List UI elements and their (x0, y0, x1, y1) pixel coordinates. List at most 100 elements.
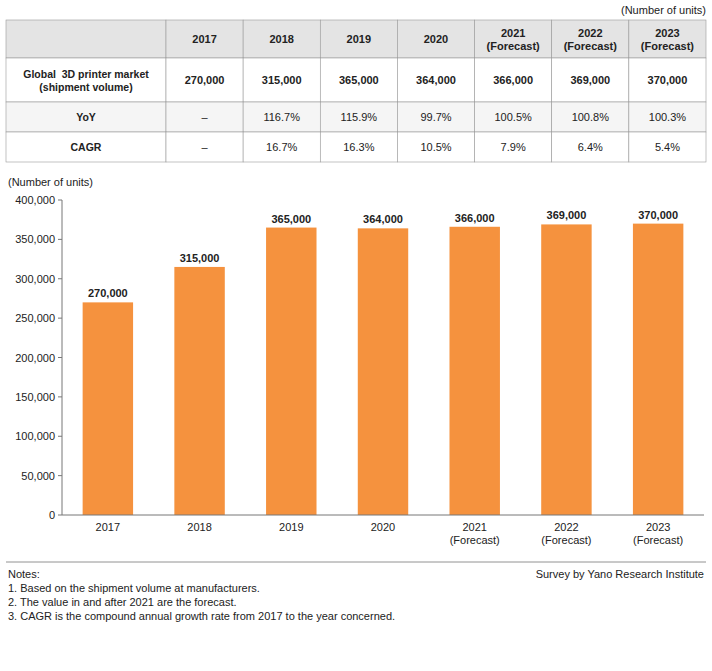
table-cell-text: 116.7% (263, 111, 300, 123)
table-cell-text: 315,000 (262, 74, 302, 86)
table-cell (243, 58, 320, 102)
bars (83, 224, 684, 515)
table-cell (397, 132, 474, 162)
y-tick-label: 200,000 (15, 352, 55, 364)
table-cell-text: 99.7% (420, 111, 451, 123)
x-tick-label: 2020 (371, 521, 395, 533)
x-tick-label: 2021(Forecast) (450, 521, 500, 546)
table-column-header: 2021(Forecast) (487, 27, 541, 52)
table-cell (475, 20, 552, 58)
bar (541, 224, 591, 515)
x-tick-label: 2019 (279, 521, 303, 533)
table-cell (166, 20, 243, 58)
y-tick (58, 357, 62, 358)
table-cell (243, 20, 320, 58)
table-cell (397, 58, 474, 102)
y-tick-label: 350,000 (15, 233, 55, 245)
table-cell (629, 132, 706, 162)
table-cell-text: 364,000 (416, 74, 456, 86)
y-tick-label: 150,000 (15, 391, 55, 403)
table-cell (320, 132, 397, 162)
table-cell-text: 16.7% (266, 141, 297, 153)
table-cell (6, 132, 166, 162)
bar (83, 302, 133, 515)
table-cell-text: – (202, 111, 209, 123)
x-tick-label: 2022(Forecast) (541, 521, 591, 546)
table-cell (166, 102, 243, 132)
table-cell-text: – (202, 141, 209, 153)
table-cell (475, 58, 552, 102)
data-label: 370,000 (638, 209, 678, 221)
table-column-header: 2019 (347, 33, 371, 45)
table-cell (6, 58, 166, 102)
note: 3. CAGR is the compound annual growth ra… (8, 610, 395, 622)
data-label: 369,000 (547, 209, 587, 221)
table-row-label: YoY (76, 111, 96, 123)
chart-root: (Number of units) 2017 2018 2019 2020 2021(Fo… (0, 0, 712, 671)
x-tick-label: 2017 (96, 521, 120, 533)
table-cell-text: 5.4% (655, 141, 680, 153)
table-cell (166, 58, 243, 102)
table-cell (629, 20, 706, 58)
y-tick-label: 400,000 (15, 194, 55, 206)
data-label: 365,000 (271, 213, 311, 225)
table-cell (629, 102, 706, 132)
table-cell-text: 100.3% (649, 111, 687, 123)
y-tick (58, 475, 62, 476)
y-tick-label: 300,000 (15, 273, 55, 285)
data-table: (Number of units)20172018201920202021(Fo… (6, 4, 706, 162)
y-tick (58, 200, 62, 201)
table-cell (320, 20, 397, 58)
table-cell-text: 270,000 (185, 74, 225, 86)
table-cell (475, 102, 552, 132)
table-unit-label: (Number of units) (621, 4, 706, 16)
table-cell-text: 365,000 (339, 74, 379, 86)
table-column-header: 2023(Forecast) (641, 27, 695, 52)
bar-chart: (Number of units)270,000315,000365,00036… (8, 176, 704, 546)
table-cell (243, 102, 320, 132)
y-tick (58, 318, 62, 319)
table-cell-text: 7.9% (501, 141, 526, 153)
table-cell-text: 370,000 (648, 74, 688, 86)
table-column-header: 2018 (269, 33, 293, 45)
notes: Notes:1. Based on the shipment volume at… (6, 562, 706, 622)
table-cell (166, 132, 243, 162)
bar (358, 228, 408, 515)
table-cell (6, 102, 166, 132)
y-tick-label: 250,000 (15, 312, 55, 324)
table-cell (320, 58, 397, 102)
table-cell-text: 100.5% (494, 111, 532, 123)
y-tick (58, 278, 62, 279)
table-cell (397, 102, 474, 132)
bar (633, 224, 683, 515)
table-cell-text: 10.5% (420, 141, 451, 153)
notes-rule (6, 562, 706, 563)
table-row-label: CAGR (71, 141, 102, 153)
x-axis-line (62, 515, 704, 516)
table-cell-text: 115.9% (341, 111, 378, 123)
data-label: 315,000 (180, 252, 220, 264)
table-cell-text: 369,000 (570, 74, 610, 86)
table-row-label: Global 3D printer market(shipment volume… (23, 68, 149, 93)
table-cell-text: 100.8% (572, 111, 610, 123)
table-cell (243, 132, 320, 162)
table-cell-text: 16.3% (343, 141, 374, 153)
y-tick-label: 0 (49, 509, 55, 521)
y-tick-label: 100,000 (15, 430, 55, 442)
data-label: 364,000 (363, 213, 403, 225)
x-tick-label: 2023(Forecast) (633, 521, 683, 546)
note: 2. The value in and after 2021 are the f… (8, 596, 237, 608)
table-cell (552, 132, 629, 162)
table-cell-text: 6.4% (578, 141, 603, 153)
source: Survey by Yano Research Institute (536, 568, 704, 580)
note: 1. Based on the shipment volume at manuf… (8, 582, 260, 594)
table-cell (320, 102, 397, 132)
table-column-header: 2017 (192, 33, 216, 45)
table-cell-text: 366,000 (493, 74, 533, 86)
table-cell (397, 20, 474, 58)
data-label: 270,000 (88, 287, 128, 299)
y-tick-label: 50,000 (21, 470, 55, 482)
table-cell (552, 58, 629, 102)
y-tick (58, 515, 62, 516)
data-label: 366,000 (455, 212, 495, 224)
